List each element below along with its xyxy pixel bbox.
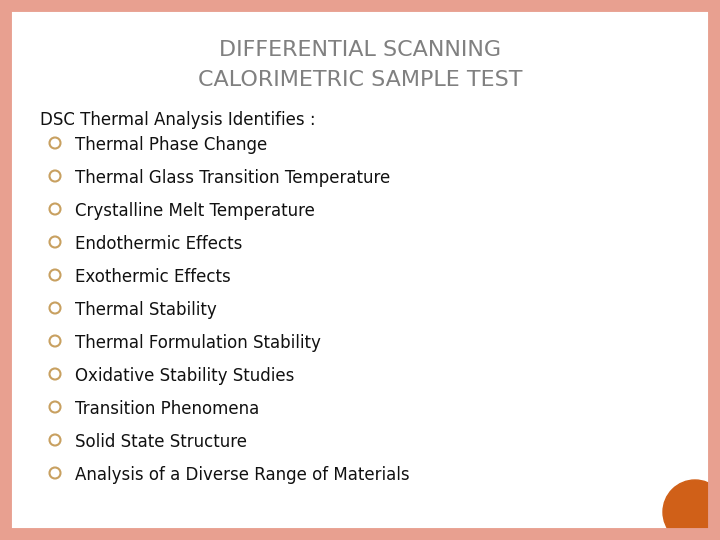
Text: Thermal Glass Transition Temperature: Thermal Glass Transition Temperature xyxy=(75,169,390,187)
Text: CALORIMETRIC SAMPLE TEST: CALORIMETRIC SAMPLE TEST xyxy=(198,70,522,90)
Text: DIFFERENTIAL SCANNING: DIFFERENTIAL SCANNING xyxy=(219,40,501,60)
Text: Solid State Structure: Solid State Structure xyxy=(75,433,247,451)
Text: Exothermic Effects: Exothermic Effects xyxy=(75,268,230,286)
Text: Endothermic Effects: Endothermic Effects xyxy=(75,235,243,253)
Text: Crystalline Melt Temperature: Crystalline Melt Temperature xyxy=(75,202,315,220)
Text: DSC Thermal Analysis Identifies :: DSC Thermal Analysis Identifies : xyxy=(40,111,315,129)
Text: Transition Phenomena: Transition Phenomena xyxy=(75,400,259,418)
Text: Oxidative Stability Studies: Oxidative Stability Studies xyxy=(75,367,294,385)
Text: Analysis of a Diverse Range of Materials: Analysis of a Diverse Range of Materials xyxy=(75,466,410,484)
Text: Thermal Formulation Stability: Thermal Formulation Stability xyxy=(75,334,321,352)
Circle shape xyxy=(663,480,720,540)
Text: Thermal Phase Change: Thermal Phase Change xyxy=(75,136,267,154)
Text: Thermal Stability: Thermal Stability xyxy=(75,301,217,319)
